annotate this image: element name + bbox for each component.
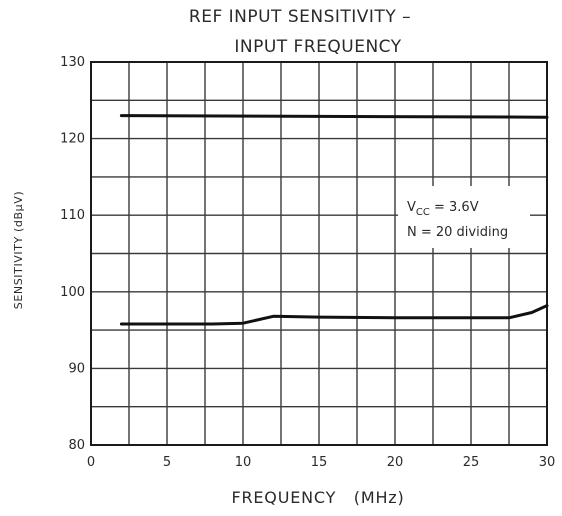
series-line-2	[119, 304, 549, 326]
grid	[91, 62, 547, 445]
annotation-vcc-main: V	[407, 200, 416, 215]
x-tick-label: 10	[235, 455, 252, 470]
x-tick-label: 5	[163, 455, 171, 470]
x-tick-label: 20	[387, 455, 404, 470]
chart-title-line-2: INPUT FREQUENCY	[234, 37, 401, 57]
series-line-1	[119, 114, 549, 119]
y-tick-label: 120	[60, 132, 85, 147]
annotation-vcc-value: = 3.6V	[430, 200, 479, 215]
y-axis-label: SENSITIVITY (dBμV)	[12, 191, 25, 310]
y-tick-label: 100	[60, 285, 85, 300]
y-tick-label: 90	[68, 361, 85, 376]
x-tick-label: 25	[463, 455, 480, 470]
y-tick-label: 80	[68, 438, 85, 453]
series-layer	[119, 114, 549, 326]
x-tick-label: 15	[311, 455, 328, 470]
annotation-vcc: VCC = 3.6V	[407, 200, 479, 218]
annotation-dividing: N = 20 dividing	[407, 225, 508, 240]
x-axis-label: FREQUENCY (MHz)	[231, 488, 404, 507]
tick-labels: 0 5 10 15 20 25 30 80 90 100 110 120 130	[60, 55, 555, 470]
annotation-vcc-sub: CC	[416, 207, 430, 218]
y-tick-label: 110	[60, 208, 85, 223]
x-tick-label: 30	[539, 455, 556, 470]
plot-frame	[90, 61, 548, 446]
x-tick-label: 0	[87, 455, 95, 470]
y-tick-label: 130	[60, 55, 85, 70]
annotation-box	[398, 186, 530, 248]
chart-title-line-1: REF INPUT SENSITIVITY –	[189, 7, 411, 27]
